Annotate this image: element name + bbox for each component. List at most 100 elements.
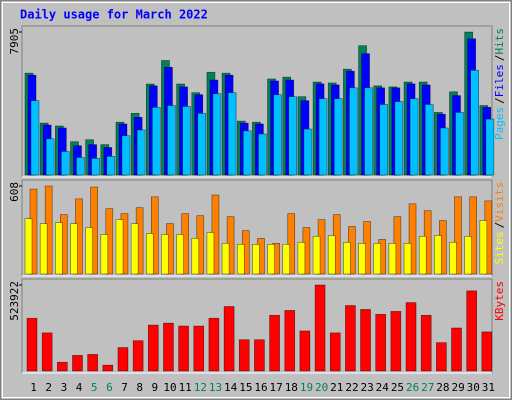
y-tick-label: 608 <box>8 182 21 202</box>
bar <box>208 317 220 372</box>
bar <box>223 306 235 372</box>
bar <box>455 112 464 176</box>
bar <box>206 232 215 275</box>
x-tick-label: 22 <box>345 381 358 394</box>
bar <box>481 331 493 372</box>
bar <box>440 127 449 176</box>
x-tick-label: 28 <box>436 381 449 394</box>
bar <box>121 135 131 176</box>
bar <box>178 325 189 372</box>
x-tick-label: 21 <box>330 381 343 394</box>
legend-label: Sites <box>493 231 506 264</box>
x-tick-label: 20 <box>315 381 328 394</box>
x-tick-label: 8 <box>136 381 143 394</box>
x-tick-label: 27 <box>421 381 434 394</box>
bar <box>41 332 53 372</box>
x-tick-label: 9 <box>152 381 159 394</box>
x-tick-label: 14 <box>224 381 238 394</box>
bar <box>436 342 447 372</box>
bar <box>345 305 356 372</box>
bar <box>242 130 252 176</box>
bar <box>100 234 109 275</box>
bar <box>55 222 63 275</box>
bar <box>30 100 40 176</box>
bar <box>115 219 124 275</box>
x-tick-label: 31 <box>482 381 495 394</box>
bar <box>236 244 245 275</box>
bar <box>24 218 33 275</box>
x-tick-label: 12 <box>194 381 207 394</box>
legend: Pages/Files/Hits <box>493 28 506 140</box>
x-tick-label: 18 <box>285 381 298 394</box>
bar <box>91 158 100 176</box>
x-tick-label: 17 <box>270 381 283 394</box>
x-tick-label: 13 <box>209 381 222 394</box>
bar <box>343 242 351 275</box>
bar <box>284 310 296 372</box>
legend: Sites /Visits <box>493 182 506 265</box>
bar <box>57 361 68 372</box>
bar <box>273 94 282 176</box>
y-tick-label: 523922 <box>8 281 21 321</box>
bar <box>424 104 434 176</box>
bar <box>327 235 336 275</box>
bar <box>176 234 184 275</box>
legend-separator: / <box>493 55 506 62</box>
bar <box>469 196 477 275</box>
legend-label: KBytes <box>493 281 506 321</box>
x-tick-label: 30 <box>467 381 480 394</box>
bar <box>227 92 237 176</box>
bar <box>288 96 298 176</box>
bar <box>85 227 93 275</box>
bar <box>132 340 144 372</box>
bar <box>254 339 265 372</box>
bar <box>151 107 161 176</box>
bar <box>388 243 397 275</box>
bar <box>390 311 402 372</box>
bar <box>318 98 328 176</box>
bar <box>420 314 432 372</box>
bar <box>145 233 154 275</box>
bar <box>130 223 139 275</box>
bar <box>449 242 457 275</box>
bar <box>485 118 495 176</box>
bar <box>193 325 205 372</box>
legend-label: Files <box>493 64 506 97</box>
bar <box>197 113 207 176</box>
bar <box>405 302 417 372</box>
bar <box>87 354 98 372</box>
x-tick-label: 10 <box>163 381 176 394</box>
bar <box>479 220 488 275</box>
x-tick-label: 1 <box>30 381 37 394</box>
bar <box>258 133 267 176</box>
bar <box>102 364 114 372</box>
bar <box>464 236 472 275</box>
legend-label: Hits <box>493 28 506 55</box>
bar <box>26 317 38 372</box>
bar <box>394 101 404 176</box>
bar <box>282 244 291 275</box>
x-tick-label: 19 <box>300 381 313 394</box>
bar <box>434 235 442 275</box>
x-tick-label: 16 <box>254 381 267 394</box>
x-tick-label: 23 <box>361 381 374 394</box>
bar <box>252 244 260 275</box>
bar <box>418 236 427 275</box>
x-tick-label: 29 <box>451 381 464 394</box>
bar <box>238 339 250 372</box>
bar <box>39 223 48 275</box>
x-tick-label: 4 <box>76 381 83 394</box>
bar <box>287 213 296 275</box>
bar <box>72 355 83 372</box>
bar <box>329 332 341 372</box>
x-tick-label: 15 <box>239 381 252 394</box>
bar <box>136 129 146 176</box>
bar <box>299 330 311 372</box>
bar <box>358 243 366 275</box>
bar <box>375 314 387 372</box>
bar <box>303 128 313 176</box>
bar <box>454 196 462 275</box>
bar <box>360 309 371 372</box>
